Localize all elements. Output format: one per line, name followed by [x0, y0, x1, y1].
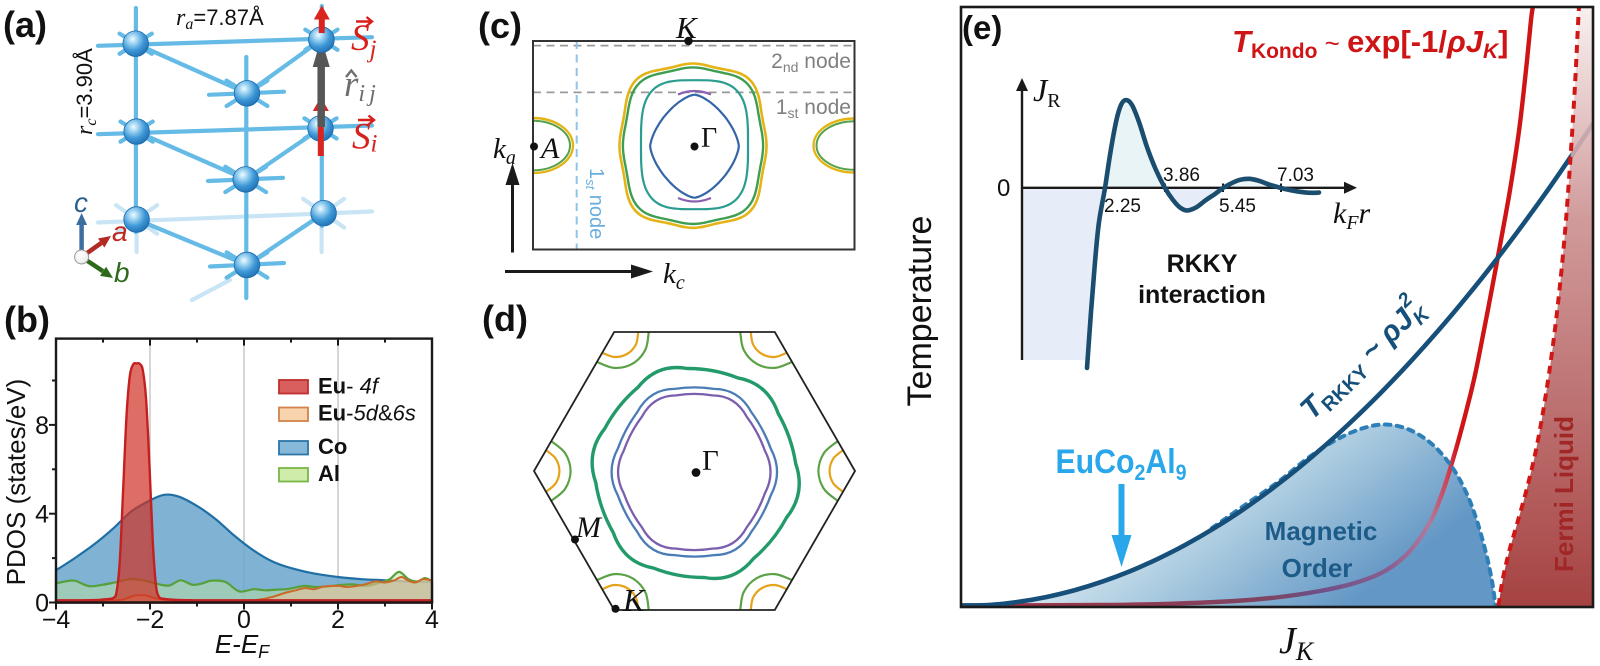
svg-text:K: K — [622, 582, 646, 618]
svg-text:Fermi Liquid: Fermi Liquid — [1549, 416, 1579, 572]
svg-text:Magnetic: Magnetic — [1265, 516, 1378, 546]
svg-text:c: c — [74, 187, 88, 218]
svg-text:Temperature: Temperature — [901, 216, 939, 407]
svg-text:interaction: interaction — [1138, 281, 1266, 309]
svg-text:0: 0 — [237, 606, 251, 634]
svg-text:PDOS (states/eV): PDOS (states/eV) — [1, 379, 31, 586]
svg-text:(b): (b) — [4, 299, 50, 340]
svg-text:TKondo ~ exp[-1/ρJK]: TKondo ~ exp[-1/ρJK] — [1232, 24, 1509, 63]
svg-text:2: 2 — [331, 606, 345, 634]
svg-text:(e): (e) — [962, 9, 1002, 46]
svg-text:Co: Co — [318, 434, 347, 459]
svg-text:4: 4 — [425, 606, 439, 634]
svg-text:−2: −2 — [136, 606, 165, 634]
svg-text:2nd node: 2nd node — [771, 50, 851, 75]
svg-text:0: 0 — [35, 590, 49, 618]
svg-text:Eu-5d&6s: Eu-5d&6s — [318, 401, 416, 426]
svg-text:Γ: Γ — [701, 123, 717, 154]
svg-text:Γ: Γ — [702, 445, 719, 477]
svg-text:5.45: 5.45 — [1219, 196, 1256, 217]
svg-text:8: 8 — [35, 412, 49, 440]
svg-text:ra=7.87Å: ra=7.87Å — [176, 5, 264, 33]
svg-text:1st node: 1st node — [583, 168, 607, 239]
svg-text:rc=3.90Å: rc=3.90Å — [72, 48, 100, 135]
svg-text:b: b — [114, 257, 130, 288]
svg-text:(c): (c) — [478, 5, 522, 46]
svg-text:a: a — [112, 216, 128, 247]
svg-text:(a): (a) — [3, 4, 47, 45]
svg-text:M: M — [575, 511, 603, 544]
svg-text:Al: Al — [318, 461, 340, 486]
svg-text:4: 4 — [35, 501, 49, 529]
svg-text:2.25: 2.25 — [1104, 196, 1141, 217]
svg-text:(d): (d) — [482, 298, 528, 339]
svg-text:A: A — [539, 132, 560, 165]
svg-text:E-EF: E-EF — [215, 629, 270, 662]
svg-text:Eu- 4f: Eu- 4f — [318, 374, 381, 399]
svg-text:3.86: 3.86 — [1163, 165, 1200, 186]
svg-text:RKKY: RKKY — [1167, 250, 1238, 278]
svg-text:0: 0 — [997, 175, 1010, 202]
svg-text:−4: −4 — [42, 606, 71, 634]
svg-text:Order: Order — [1282, 553, 1353, 583]
svg-text:1st node: 1st node — [776, 96, 851, 121]
svg-text:7.03: 7.03 — [1277, 165, 1314, 186]
svg-text:EuCo2Al9: EuCo2Al9 — [1055, 442, 1186, 485]
